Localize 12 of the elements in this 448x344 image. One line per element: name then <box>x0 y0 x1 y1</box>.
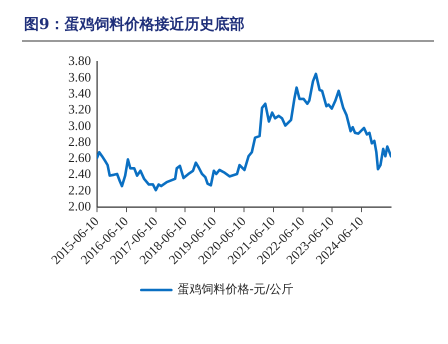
y-tick-label: 3.40 <box>68 86 91 101</box>
y-tick-label: 2.60 <box>68 150 91 166</box>
y-tick-label: 2.00 <box>68 198 91 214</box>
y-tick-label: 3.00 <box>68 118 91 133</box>
y-tick-label: 3.80 <box>68 53 91 68</box>
y-tick-label: 3.60 <box>68 69 91 84</box>
chart-title: 图9：蛋鸡饲料价格接近历史底部 <box>24 15 244 34</box>
legend-label: 蛋鸡饲料价格-元/公斤 <box>177 282 294 296</box>
y-tick-label: 3.20 <box>68 102 91 117</box>
y-tick-label: 2.40 <box>68 166 91 182</box>
y-tick-label: 2.80 <box>68 134 91 149</box>
y-tick-label: 2.20 <box>68 182 91 198</box>
